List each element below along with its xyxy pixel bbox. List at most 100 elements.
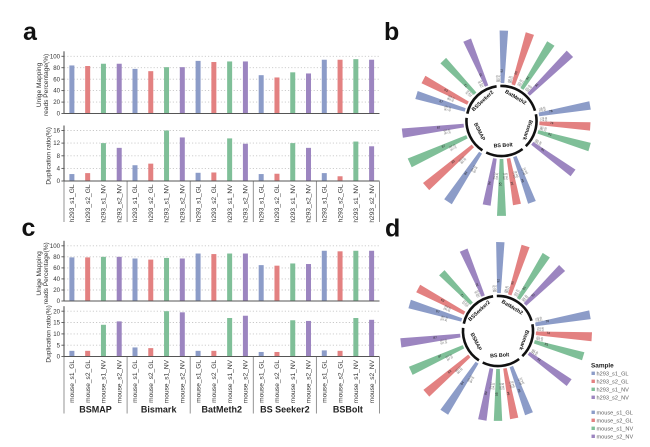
- svg-text:90: 90: [510, 280, 515, 285]
- svg-text:(94.3): (94.3): [510, 380, 516, 388]
- svg-text:h293_s1_GL: h293_s1_GL: [322, 184, 329, 222]
- svg-text:(63.3): (63.3): [443, 306, 451, 312]
- svg-text:94: 94: [484, 391, 489, 395]
- svg-text:(72.3): (72.3): [461, 301, 469, 308]
- svg-text:mouse_s1_GL: mouse_s1_GL: [69, 360, 76, 403]
- svg-text:84: 84: [463, 170, 468, 175]
- svg-text:(84.1): (84.1): [466, 374, 473, 382]
- svg-text:81: 81: [540, 147, 545, 152]
- svg-text:h293_s1_GL: h293_s1_GL: [69, 184, 76, 222]
- svg-text:(63.1): (63.1): [444, 304, 452, 311]
- svg-text:(90.3): (90.3): [503, 285, 508, 293]
- svg-text:BSBolt: BSBolt: [333, 405, 363, 415]
- svg-text:81: 81: [537, 357, 542, 362]
- svg-text:(67.3): (67.3): [444, 107, 452, 112]
- svg-text:(81.3): (81.3): [535, 138, 543, 145]
- svg-text:20: 20: [53, 99, 60, 106]
- svg-text:70: 70: [475, 283, 480, 288]
- svg-text:mouse_s2_GL: mouse_s2_GL: [274, 360, 281, 403]
- svg-text:(87.3): (87.3): [446, 355, 454, 362]
- svg-text:(94.3): (94.3): [513, 170, 519, 178]
- svg-text:67: 67: [439, 99, 444, 104]
- svg-text:(74.3): (74.3): [537, 326, 544, 330]
- svg-text:20: 20: [53, 308, 60, 315]
- svg-text:mouse_s1_NV: mouse_s1_NV: [353, 359, 360, 403]
- svg-text:(95.1): (95.1): [498, 383, 502, 390]
- svg-text:(87.3): (87.3): [444, 130, 452, 135]
- svg-text:67: 67: [436, 309, 441, 314]
- svg-text:h293_s2_NV: h293_s2_NV: [369, 184, 376, 223]
- svg-text:mouse_s1_GL: mouse_s1_GL: [132, 360, 139, 403]
- svg-text:(81.3): (81.3): [531, 348, 539, 355]
- svg-text:mouse_s2_GL: mouse_s2_GL: [597, 419, 633, 425]
- svg-text:12: 12: [53, 140, 60, 147]
- svg-text:mouse_s2_NV: mouse_s2_NV: [597, 435, 634, 441]
- svg-text:20: 20: [53, 287, 60, 294]
- svg-text:h293_s2_GL: h293_s2_GL: [274, 184, 281, 222]
- svg-text:78: 78: [549, 109, 553, 114]
- svg-text:(94.3): (94.3): [519, 377, 526, 385]
- svg-text:(70.3): (70.3): [477, 80, 484, 88]
- svg-text:83: 83: [447, 369, 452, 374]
- svg-text:94: 94: [487, 181, 492, 185]
- svg-text:h293_s2_NV: h293_s2_NV: [597, 396, 630, 402]
- svg-text:h293_s1_GL: h293_s1_GL: [195, 184, 202, 222]
- svg-text:mouse_s1_NV: mouse_s1_NV: [101, 359, 108, 403]
- svg-text:h293_s1_NV: h293_s1_NV: [290, 184, 297, 223]
- svg-text:90: 90: [514, 70, 519, 75]
- svg-text:a: a: [23, 18, 38, 46]
- svg-text:(94.1): (94.1): [516, 378, 522, 386]
- svg-text:mouse_s1_GL: mouse_s1_GL: [597, 411, 633, 417]
- svg-text:94: 94: [520, 178, 525, 183]
- svg-text:87: 87: [433, 335, 437, 339]
- svg-text:(83.1): (83.1): [454, 365, 462, 373]
- svg-text:h293_s2_GL: h293_s2_GL: [211, 184, 218, 222]
- svg-text:92: 92: [496, 279, 500, 283]
- svg-text:87: 87: [438, 354, 443, 359]
- svg-text:92: 92: [500, 69, 504, 73]
- svg-text:h293_s1_NV: h293_s1_NV: [597, 388, 630, 394]
- svg-text:(94.3): (94.3): [491, 383, 495, 390]
- svg-text:(94.1): (94.1): [511, 171, 517, 179]
- svg-text:h293_s1_NV: h293_s1_NV: [101, 184, 108, 223]
- svg-text:c: c: [22, 214, 36, 242]
- svg-text:(94.1): (94.1): [492, 172, 497, 179]
- svg-text:78: 78: [545, 319, 549, 324]
- svg-text:Unige Mapping: Unige Mapping: [36, 251, 43, 296]
- svg-text:80: 80: [53, 254, 60, 261]
- svg-text:60: 60: [53, 76, 60, 83]
- svg-text:0: 0: [57, 354, 61, 361]
- svg-text:(72.1): (72.1): [466, 89, 474, 97]
- svg-text:(83.1): (83.1): [457, 155, 465, 163]
- svg-text:(91.3): (91.3): [513, 288, 520, 296]
- svg-text:(78.3): (78.3): [538, 105, 546, 111]
- svg-text:mouse_s1_GL: mouse_s1_GL: [258, 360, 265, 403]
- svg-text:8: 8: [57, 153, 61, 160]
- svg-text:(92.1): (92.1): [493, 285, 497, 292]
- svg-text:100: 100: [50, 243, 61, 250]
- svg-text:(95.3): (95.3): [504, 172, 509, 179]
- svg-text:95: 95: [499, 182, 503, 186]
- svg-text:(92.3): (92.3): [495, 75, 500, 82]
- svg-text:(74.1): (74.1): [540, 118, 547, 122]
- svg-text:(63.1): (63.1): [448, 94, 456, 101]
- svg-text:reads Percentage(%): reads Percentage(%): [43, 242, 50, 304]
- svg-text:d: d: [385, 215, 400, 243]
- svg-text:(94.3): (94.3): [495, 173, 499, 180]
- svg-text:(70.1): (70.1): [475, 289, 482, 297]
- svg-text:(87.1): (87.1): [443, 127, 451, 132]
- svg-text:(67.1): (67.1): [444, 104, 452, 110]
- svg-text:63: 63: [440, 298, 445, 303]
- svg-text:mouse_s2_NV: mouse_s2_NV: [306, 359, 313, 403]
- svg-text:mouse_s1_NV: mouse_s1_NV: [227, 359, 234, 403]
- svg-text:mouse_s1_NV: mouse_s1_NV: [290, 359, 297, 403]
- svg-text:(70.3): (70.3): [473, 290, 480, 298]
- svg-text:72: 72: [463, 83, 468, 88]
- svg-text:BS Seeker2: BS Seeker2: [260, 405, 310, 415]
- svg-text:(84.3): (84.3): [468, 376, 475, 384]
- svg-text:BS Bolt: BS Bolt: [490, 352, 510, 359]
- svg-text:(83.3): (83.3): [456, 367, 464, 375]
- svg-text:(72.3): (72.3): [464, 91, 472, 98]
- svg-text:74: 74: [550, 121, 554, 125]
- svg-text:(78.3): (78.3): [535, 315, 543, 321]
